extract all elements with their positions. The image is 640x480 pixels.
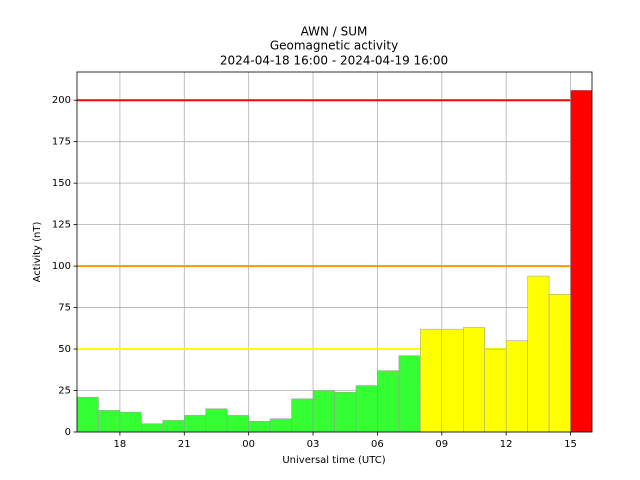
bar bbox=[484, 348, 507, 433]
x-tick-label: 06 bbox=[371, 439, 384, 450]
x-tick-label: 15 bbox=[564, 439, 577, 450]
bar bbox=[269, 418, 292, 433]
y-tick-label: 200 bbox=[52, 95, 71, 106]
bar bbox=[291, 398, 314, 433]
chart-subtitle: Geomagnetic activity bbox=[270, 39, 398, 53]
x-tick-label: 18 bbox=[114, 439, 127, 450]
chart-title: AWN / SUM bbox=[301, 25, 368, 39]
bar bbox=[570, 89, 593, 433]
y-tick-label: 100 bbox=[52, 261, 71, 272]
y-tick-label: 150 bbox=[52, 178, 71, 189]
y-axis-label: Activity (nT) bbox=[32, 221, 43, 282]
bar bbox=[441, 328, 464, 433]
bar bbox=[226, 415, 249, 433]
chart-period: 2024-04-18 16:00 - 2024-04-19 16:00 bbox=[220, 54, 448, 68]
bar bbox=[463, 327, 485, 433]
x-tick-label: 09 bbox=[435, 439, 448, 450]
x-tick-label: 00 bbox=[242, 439, 255, 450]
x-tick-label: 21 bbox=[178, 439, 191, 450]
bar bbox=[312, 390, 335, 433]
y-tick-label: 75 bbox=[58, 303, 71, 314]
bar bbox=[205, 408, 228, 433]
bar bbox=[141, 423, 164, 433]
y-tick-label: 175 bbox=[52, 137, 71, 148]
bar bbox=[98, 410, 121, 433]
bar bbox=[76, 396, 99, 433]
plot-frame bbox=[76, 71, 593, 433]
x-axis-label: Universal time (UTC) bbox=[282, 455, 385, 466]
bar bbox=[334, 391, 357, 433]
bar bbox=[548, 294, 571, 433]
bar bbox=[162, 420, 185, 433]
y-tick-label: 25 bbox=[58, 386, 71, 397]
bar bbox=[355, 385, 378, 433]
y-tick-label: 50 bbox=[58, 344, 71, 355]
x-tick-label: 12 bbox=[500, 439, 513, 450]
x-tick-label: 03 bbox=[307, 439, 320, 450]
bar bbox=[398, 355, 421, 433]
bar bbox=[505, 340, 528, 433]
y-tick-label: 125 bbox=[52, 220, 71, 231]
bar bbox=[119, 411, 142, 433]
bar bbox=[248, 420, 271, 433]
y-tick-label: 0 bbox=[65, 427, 71, 438]
bar bbox=[184, 415, 207, 433]
bar bbox=[527, 275, 550, 433]
bar bbox=[377, 370, 400, 433]
bar bbox=[420, 328, 443, 433]
